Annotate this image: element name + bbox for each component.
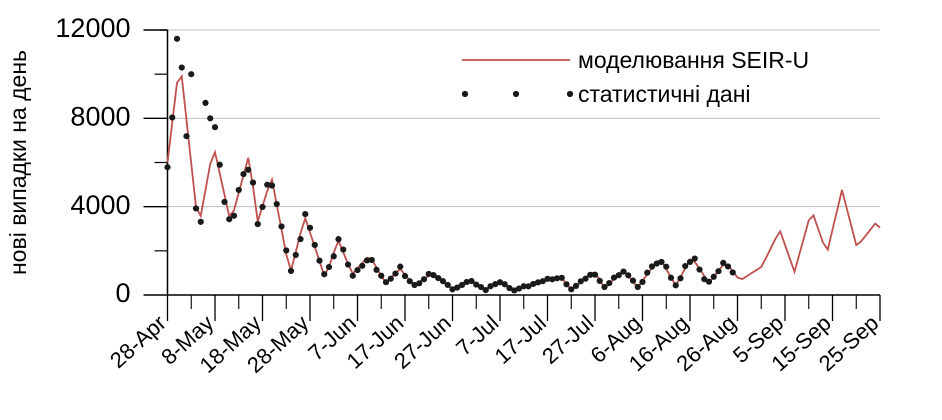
svg-text:0: 0 (115, 278, 130, 308)
svg-text:27-Jul: 27-Jul (537, 310, 598, 369)
svg-text:17-Jul: 17-Jul (490, 310, 551, 369)
svg-text:моделювання SEIR-U: моделювання SEIR-U (578, 47, 809, 73)
svg-text:4000: 4000 (70, 190, 130, 220)
svg-text:нові випадки на день: нові випадки на день (5, 50, 31, 275)
svg-text:28-Apr: 28-Apr (105, 310, 171, 373)
svg-text:8000: 8000 (70, 101, 130, 131)
svg-text:12000: 12000 (55, 13, 130, 43)
svg-text:статистичні дані: статистичні дані (578, 81, 751, 107)
